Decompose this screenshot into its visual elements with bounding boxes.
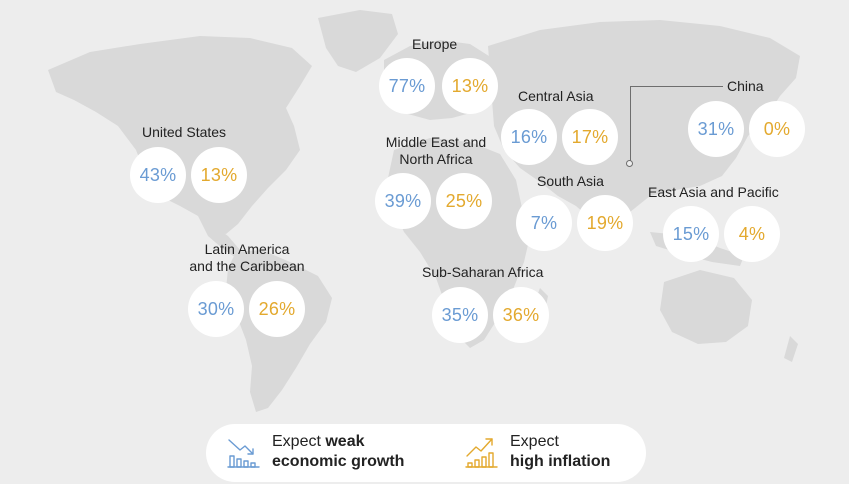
- region-label-mena-line1: Middle East and: [385, 134, 487, 150]
- greenland-shape: [318, 10, 398, 72]
- region-label-latin-america-line2: and the Caribbean: [189, 258, 305, 274]
- growth-bubble-united-states: 43%: [130, 147, 186, 203]
- legend: Expect weak economic growth Expect high …: [206, 424, 646, 482]
- growth-bubble-latin-america: 30%: [188, 281, 244, 337]
- asia-shape: [488, 20, 800, 222]
- region-label-east-asia-pacific: East Asia and Pacific: [648, 184, 779, 200]
- growth-bubble-sub-saharan-africa: 35%: [432, 287, 488, 343]
- growth-bubble-china: 31%: [688, 101, 744, 157]
- region-label-south-asia: South Asia: [537, 173, 604, 189]
- inflation-bubble-latin-america: 26%: [249, 281, 305, 337]
- growth-bubble-east-asia-pacific: 15%: [663, 206, 719, 262]
- region-label-united-states: United States: [142, 124, 227, 140]
- inflation-bubble-united-states: 13%: [191, 147, 247, 203]
- legend-item-growth: Expect weak economic growth: [226, 432, 404, 472]
- inflation-bubble-mena: 25%: [436, 173, 492, 229]
- new-zealand-shape: [784, 336, 798, 362]
- region-label-latin-america-line1: Latin America: [204, 241, 290, 257]
- china-connector-dot: [626, 160, 633, 167]
- legend-growth-line1-prefix: Expect: [272, 433, 326, 450]
- region-label-central-asia: Central Asia: [518, 88, 594, 104]
- region-label-mena-line2: North Africa: [399, 151, 473, 167]
- legend-text-inflation: Expect high inflation: [510, 432, 610, 472]
- legend-growth-line1-bold: weak: [325, 433, 365, 450]
- inflation-bubble-south-asia: 19%: [577, 195, 633, 251]
- inflation-bubble-china: 0%: [749, 101, 805, 157]
- declining-bar-chart-icon: [227, 439, 260, 468]
- inflation-bubble-east-asia-pacific: 4%: [724, 206, 780, 262]
- growth-bubble-south-asia: 7%: [516, 195, 572, 251]
- north-america-shape: [48, 36, 312, 234]
- growth-bubble-central-asia: 16%: [501, 109, 557, 165]
- legend-text-growth: Expect weak economic growth: [272, 432, 404, 472]
- legend-inflation-line2: high inflation: [510, 453, 611, 470]
- legend-growth-line2: economic growth: [272, 453, 405, 470]
- australia-shape: [660, 270, 752, 344]
- legend-inflation-line1-prefix: Expect: [510, 433, 559, 450]
- inflation-bubble-central-asia: 17%: [562, 109, 618, 165]
- central-america-shape: [198, 216, 240, 258]
- region-label-china: China: [727, 78, 764, 94]
- region-label-europe: Europe: [412, 36, 458, 52]
- legend-item-inflation: Expect high inflation: [464, 432, 610, 472]
- growth-bubble-mena: 39%: [375, 173, 431, 229]
- region-label-sub-saharan-africa: Sub-Saharan Africa: [422, 264, 544, 280]
- rising-bar-chart-icon: [465, 438, 498, 468]
- inflation-bubble-sub-saharan-africa: 36%: [493, 287, 549, 343]
- growth-bubble-europe: 77%: [379, 58, 435, 114]
- china-connector-line: [630, 86, 723, 165]
- inflation-bubble-europe: 13%: [442, 58, 498, 114]
